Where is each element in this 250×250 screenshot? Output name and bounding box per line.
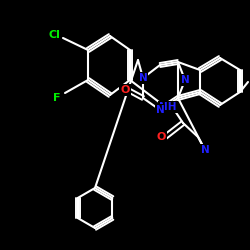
Text: NH: NH (159, 102, 177, 112)
Text: N: N (138, 73, 147, 83)
Text: N: N (156, 105, 164, 115)
Text: O: O (156, 132, 166, 142)
Text: Cl: Cl (48, 30, 60, 40)
Text: N: N (180, 75, 190, 85)
Text: O: O (120, 85, 130, 95)
Text: F: F (53, 93, 61, 103)
Text: N: N (200, 145, 209, 155)
